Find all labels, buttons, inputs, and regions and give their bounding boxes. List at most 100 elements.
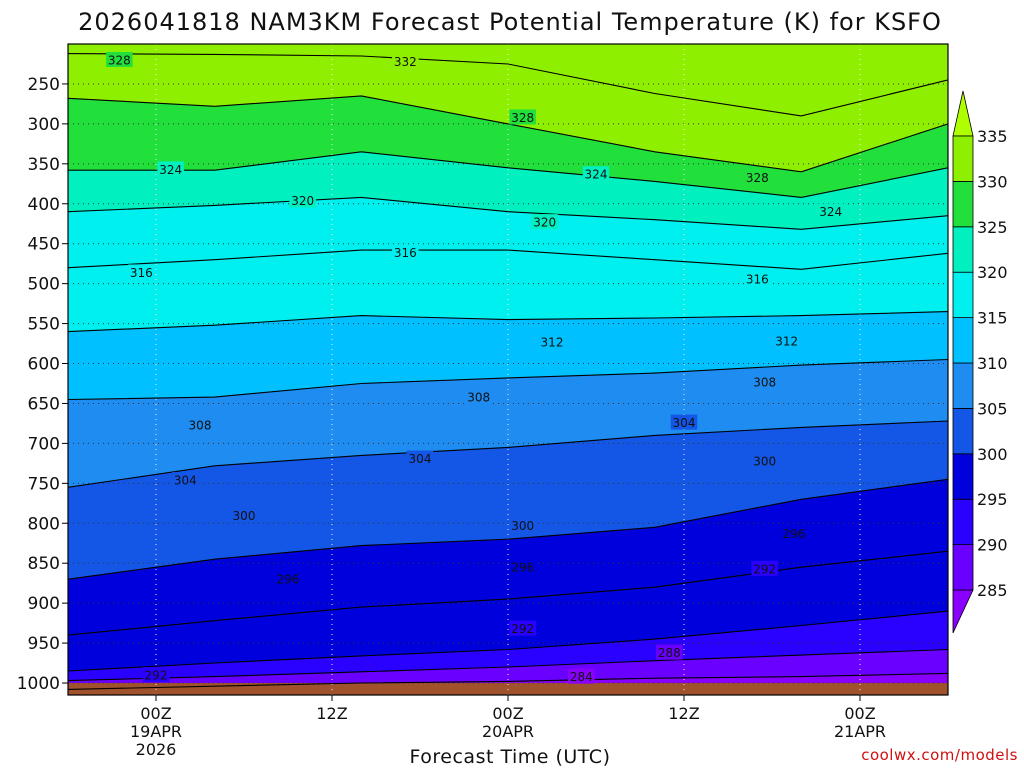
isentrope-312 (68, 311, 948, 333)
colorbar-label-290: 290 (977, 536, 1008, 555)
contour-label-group: 296 (780, 525, 808, 541)
colorbar-swatch-330 (952, 135, 974, 182)
watermark: coolwx.com/models (861, 746, 1018, 764)
isentrope-304 (68, 420, 948, 488)
contour-label-group: 304 (670, 414, 698, 430)
isentrope-316 (68, 249, 948, 270)
contour-label-bg (817, 203, 844, 219)
contour-label-group: 308 (186, 417, 214, 433)
contour-label-group: 292 (751, 560, 778, 576)
contour-label: 328 (108, 53, 131, 67)
isentrope-288 (68, 648, 948, 682)
contour-label: 316 (394, 246, 417, 260)
contour-label-group: 292 (509, 620, 536, 636)
y-tick-label-250: 250 (28, 75, 60, 95)
x-axis-label: Forecast Time (UTC) (410, 746, 611, 768)
contour-label: 300 (753, 454, 776, 468)
colorbar-swatch-310 (952, 317, 974, 364)
contour-label: 316 (130, 266, 153, 280)
contour-label-bg (531, 214, 558, 230)
contour-fill-layer (68, 44, 948, 695)
isentrope-300 (68, 478, 948, 580)
contour-label-group: 292 (142, 667, 170, 683)
grid-layer (68, 44, 948, 695)
contour-label: 312 (775, 335, 798, 349)
contour-label-layer: 328 332 328 324 324 328 320 320 324 316 316 316 312 3… (106, 51, 844, 684)
contour-label-group: 328 (744, 169, 771, 185)
isentrope-332 (68, 53, 948, 117)
contour-label-group: 308 (751, 373, 778, 389)
contour-label-bg (538, 333, 566, 349)
contour-label-bg (406, 450, 434, 466)
colorbar-bottom-arrow (952, 589, 974, 634)
contour-label: 328 (746, 171, 769, 185)
isentrope-284 (68, 672, 948, 690)
contour-label-bg (582, 166, 610, 182)
contour-label-bg (157, 161, 184, 177)
contour-label-group: 300 (509, 517, 536, 533)
contour-label-bg (509, 620, 536, 636)
colorbar-swatch-285 (952, 544, 974, 591)
contour-label-group: 324 (157, 161, 184, 177)
contour-label-group: 304 (406, 450, 434, 466)
contour-label-group: 324 (817, 203, 844, 219)
contour-label-bg (186, 417, 214, 433)
x-tick-label: 12Z (668, 704, 699, 723)
contour-label: 332 (394, 55, 417, 69)
contour-label: 296 (511, 561, 534, 575)
colorbar-top-arrow (952, 90, 974, 137)
contour-label-bg (751, 560, 778, 576)
contour-label: 292 (511, 622, 534, 636)
isentrope-292 (68, 610, 948, 672)
y-tick-label-450: 450 (28, 235, 60, 255)
contour-label: 292 (145, 669, 168, 683)
contour-label-bg (128, 264, 155, 280)
colorbar-swatch-325 (952, 180, 974, 228)
contour-label: 304 (409, 452, 432, 466)
contour-label: 308 (189, 419, 212, 433)
y-tick-label-650: 650 (28, 394, 60, 414)
colorbar-swatch-320 (952, 226, 974, 273)
colorbar-label-330: 330 (977, 172, 1008, 191)
contour-label-bg (392, 53, 419, 69)
y-tick-label-550: 550 (28, 315, 60, 335)
contour-label-bg (465, 389, 492, 405)
y-tick-label-750: 750 (28, 474, 60, 494)
contour-label: 312 (541, 335, 564, 349)
contour-label-bg (509, 109, 536, 125)
contour-label-group: 320 (531, 214, 558, 230)
contour-label-group: 312 (773, 333, 800, 349)
contour-label-group: 316 (744, 270, 771, 286)
contour-label-group: 316 (392, 244, 419, 260)
contour-label: 304 (673, 416, 696, 430)
y-tick-label-1000: 1000 (17, 674, 60, 694)
x-tick-label: 2026 (136, 740, 177, 759)
contour-label-bg (670, 414, 698, 430)
contour-label: 304 (174, 474, 197, 488)
colorbar-label-305: 305 (977, 399, 1008, 418)
contour-label-group: 304 (172, 472, 199, 488)
contour-label: 288 (658, 646, 681, 660)
contour-label-group: 328 (509, 109, 536, 125)
contour-label: 320 (533, 216, 556, 230)
contour-label-group: 288 (656, 644, 683, 660)
contour-label-group: 296 (274, 571, 302, 587)
y-tick-label-850: 850 (28, 554, 60, 574)
contour-label: 284 (570, 670, 593, 684)
contour-label-group: 324 (582, 166, 610, 182)
isentrope-296 (68, 550, 948, 636)
contour-label-bg (568, 668, 595, 684)
contour-label-bg (274, 571, 302, 587)
contour-label: 324 (585, 168, 608, 182)
x-tick-label: 00Z (140, 704, 171, 723)
contour-label-bg (751, 452, 778, 468)
colorbar-swatch-290 (952, 498, 974, 546)
colorbar-label-300: 300 (977, 445, 1008, 464)
contour-label-group: 332 (392, 53, 419, 69)
contour-label-group: 328 (106, 51, 133, 67)
x-tick-label: 21APR (834, 722, 886, 741)
y-tick-label-500: 500 (28, 275, 60, 295)
contour-label-bg (230, 507, 258, 523)
contour-label: 300 (511, 519, 534, 533)
